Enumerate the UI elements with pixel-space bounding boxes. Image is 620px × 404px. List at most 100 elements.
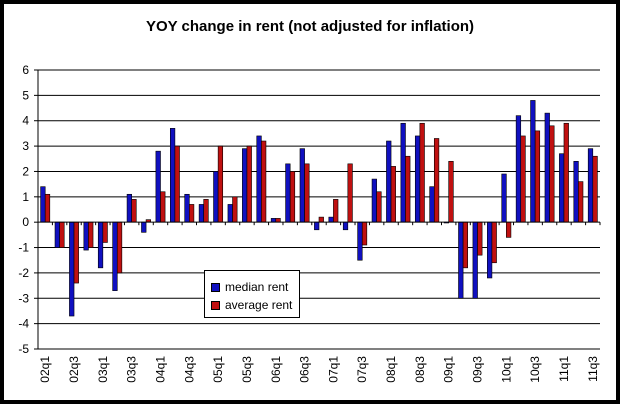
bar-median-rent [559,153,565,223]
chart-title: YOY change in rent (not adjusted for inf… [145,18,475,35]
bar-median-rent [342,221,349,231]
bar-median-rent [386,140,392,223]
bar-average-rent [506,221,512,238]
bar-average-rent [44,193,51,223]
bar-median-rent [328,216,334,223]
bar-median-rent [141,221,147,233]
bar-median-rent [40,186,46,223]
bar-median-rent [472,221,478,299]
bar-average-rent [318,216,324,223]
x-tick-label: 02q3 [67,356,81,383]
bar-average-rent [131,199,137,223]
bar-median-rent [83,221,89,251]
bar-average-rent [246,145,252,223]
bar-average-rent [347,163,353,223]
bar-median-rent [270,218,277,223]
legend-item-median: median rent [211,280,288,294]
bar-median-rent [198,204,205,223]
bar-median-rent [213,171,219,223]
bar-median-rent [587,148,594,223]
bar-median-rent [573,161,579,223]
x-tick-label: 07q3 [355,356,369,383]
bar-median-rent [400,122,406,223]
bar-average-rent [160,191,166,223]
legend-swatch-median [211,282,220,292]
y-tick-label: 3 [22,139,29,153]
bar-average-rent [405,155,411,223]
bar-average-rent [189,204,195,223]
bar-average-rent [477,221,483,256]
x-tick-label: 08q1 [384,356,398,383]
legend-label-median: median rent [225,280,289,294]
bar-median-rent [487,221,493,279]
bar-average-rent [203,199,209,223]
bar-average-rent [491,221,497,264]
bar-average-rent [563,122,569,223]
bar-average-rent [376,191,382,223]
y-tick-label: 2 [22,164,29,178]
bar-median-rent [458,221,464,299]
bar-median-rent [429,186,435,223]
bar-median-rent [414,135,421,223]
y-tick-label: -2 [18,266,29,280]
bar-median-rent [184,193,190,223]
x-tick-label: 08q3 [413,356,427,383]
bar-median-rent [299,148,305,223]
bar-median-rent [227,204,233,223]
bar-average-rent [549,125,555,223]
x-tick-label: 11q3 [586,356,600,382]
x-tick-label: 09q3 [471,356,485,383]
bar-average-rent [232,196,238,223]
bar-median-rent [544,112,550,223]
x-tick-label: 09q1 [442,356,456,383]
x-tick-label: 02q1 [38,356,52,383]
bar-average-rent [102,221,108,243]
bar-average-rent [419,122,425,223]
bar-median-rent [242,148,248,223]
y-tick-label: 6 [22,63,29,77]
x-tick-label: 04q3 [182,356,196,383]
bar-median-rent [155,150,161,223]
bar-average-rent [333,199,339,223]
y-tick-label: 5 [22,88,29,102]
bar-median-rent [314,221,320,231]
x-tick-label: 11q1 [557,356,571,382]
y-tick-label: -1 [18,241,29,255]
bar-average-rent [116,221,123,274]
bar-average-rent [59,221,65,248]
x-tick-label: 06q1 [269,356,283,383]
y-tick-label: -5 [18,342,29,356]
legend-label-average: average rent [225,298,293,312]
bar-median-rent [97,221,104,269]
bar-median-rent [256,135,262,223]
bar-average-rent [390,166,396,223]
x-tick-label: 10q1 [499,356,513,383]
bar-average-rent [88,221,94,248]
bar-median-rent [112,221,118,291]
bar-average-rent [304,163,310,223]
x-tick-label: 05q1 [211,356,225,383]
bar-average-rent [217,145,224,223]
y-tick-label: -3 [18,291,29,305]
y-tick-label: 1 [22,190,29,204]
bar-average-rent [578,181,584,223]
y-tick-label: 4 [22,114,29,128]
bar-average-rent [361,221,368,246]
bar-average-rent [534,130,541,223]
bar-average-rent [520,135,526,223]
x-tick-label: 03q3 [125,356,139,383]
bar-median-rent [357,221,363,261]
bar-median-rent [371,178,377,223]
bar-average-rent [592,155,598,223]
bar-median-rent [69,221,75,317]
bar-median-rent [501,173,507,223]
bar-average-rent [261,140,267,223]
bar-average-rent [462,221,469,269]
x-tick-label: 03q1 [96,356,110,383]
chart-frame: YOY change in rent (not adjusted for inf… [4,4,616,400]
bar-average-rent [448,161,454,223]
bar-median-rent [126,193,132,223]
chart-legend: median rent average rent [204,270,300,318]
x-tick-label: 04q1 [153,356,167,383]
bar-median-rent [54,221,60,248]
